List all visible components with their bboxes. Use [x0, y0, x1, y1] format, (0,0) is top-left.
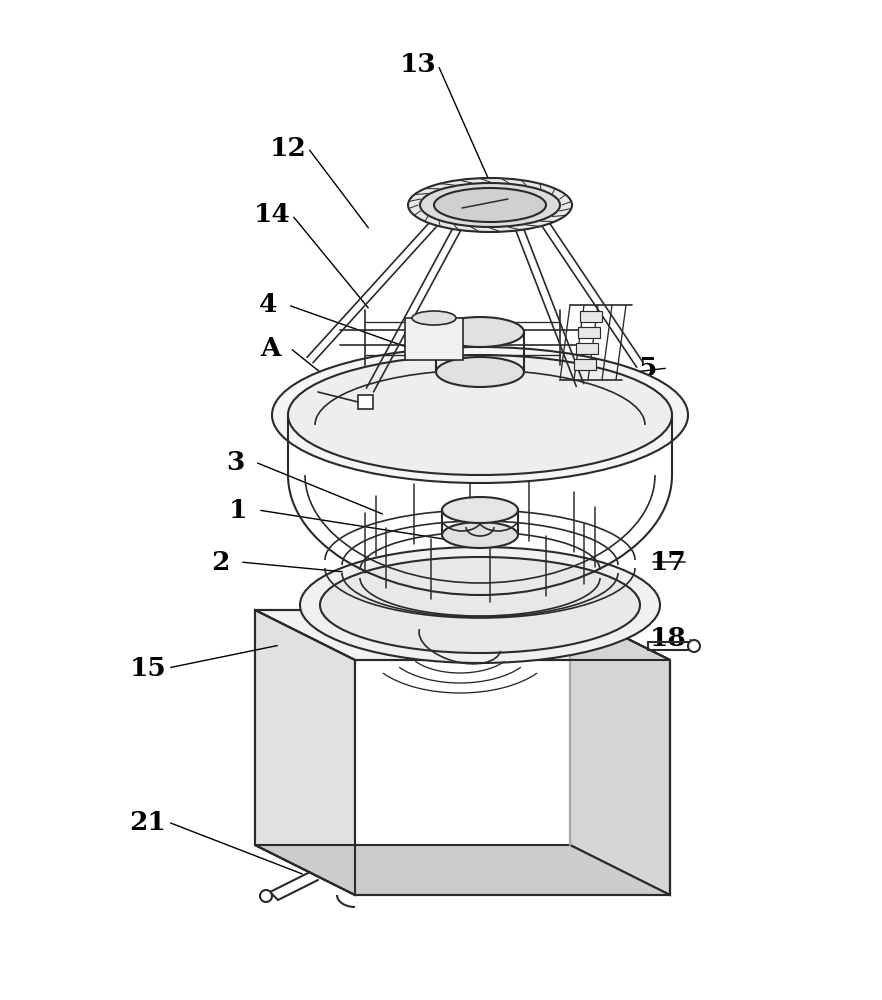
Bar — [580, 311, 602, 322]
Text: 1: 1 — [228, 497, 247, 522]
Bar — [576, 343, 598, 354]
Polygon shape — [255, 845, 670, 895]
Ellipse shape — [420, 183, 560, 227]
Text: 3: 3 — [226, 450, 244, 475]
Text: 13: 13 — [400, 52, 437, 78]
Ellipse shape — [320, 557, 640, 653]
Circle shape — [260, 890, 272, 902]
Ellipse shape — [436, 357, 524, 387]
Bar — [405, 318, 463, 360]
Circle shape — [688, 640, 700, 652]
Polygon shape — [570, 610, 670, 895]
Text: A: A — [260, 336, 280, 360]
Polygon shape — [255, 610, 670, 660]
Text: 15: 15 — [130, 656, 167, 680]
Text: 4: 4 — [258, 292, 277, 318]
Bar — [578, 327, 600, 338]
Text: 2: 2 — [211, 550, 229, 574]
Polygon shape — [255, 610, 355, 895]
Text: 17: 17 — [650, 550, 686, 574]
Bar — [358, 395, 373, 409]
Ellipse shape — [412, 311, 456, 325]
Text: 12: 12 — [270, 135, 306, 160]
Text: 14: 14 — [253, 202, 290, 228]
Ellipse shape — [442, 522, 518, 548]
Bar — [574, 359, 596, 370]
Ellipse shape — [436, 317, 524, 347]
Text: 21: 21 — [130, 810, 167, 834]
Ellipse shape — [442, 497, 518, 523]
Text: 5: 5 — [639, 356, 657, 380]
Ellipse shape — [408, 178, 572, 232]
Text: 18: 18 — [650, 626, 686, 650]
Ellipse shape — [288, 355, 672, 475]
Ellipse shape — [434, 188, 546, 222]
Ellipse shape — [272, 347, 688, 483]
Ellipse shape — [300, 547, 660, 663]
